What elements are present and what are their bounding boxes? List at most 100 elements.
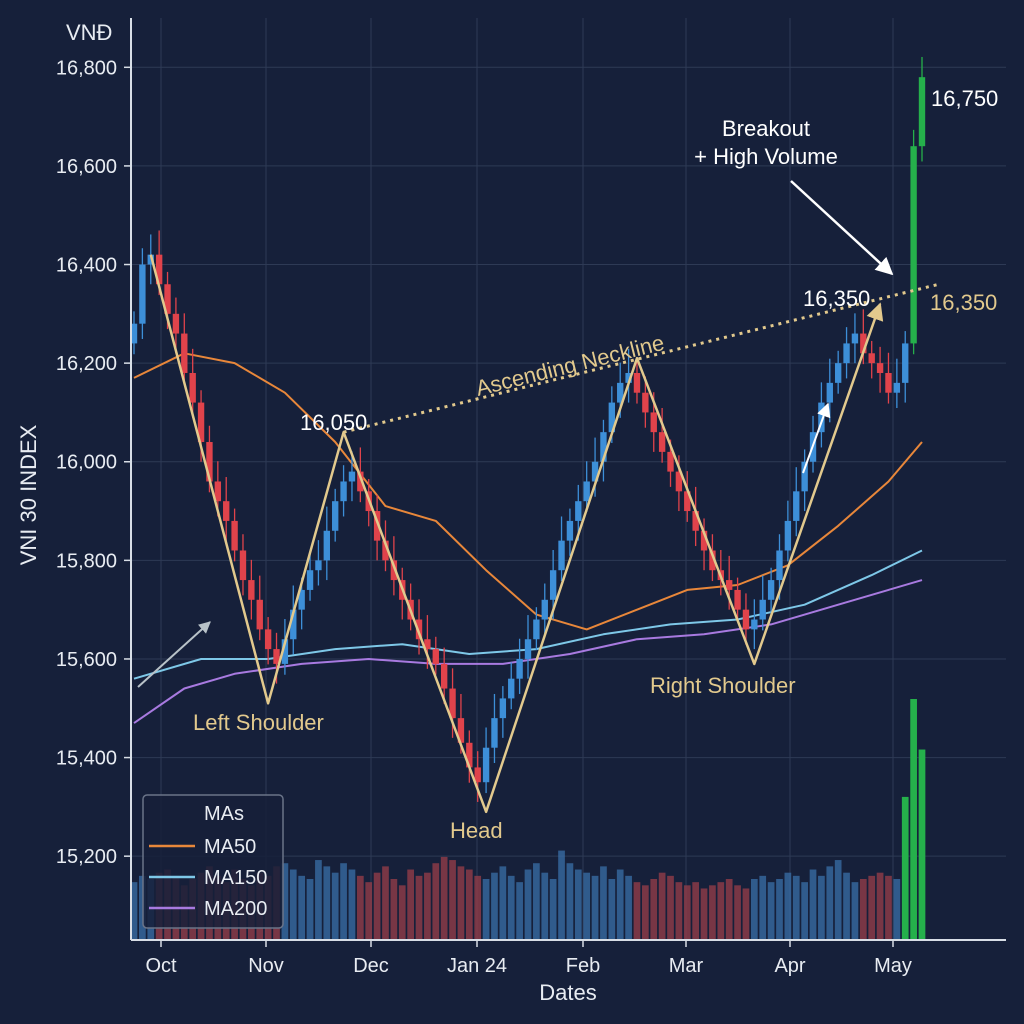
- volume-bar: [734, 885, 741, 939]
- x-tick-label-5: Mar: [669, 955, 704, 977]
- x-tick-label-1: Nov: [248, 955, 284, 977]
- candle-body: [264, 629, 272, 650]
- volume-bar: [667, 875, 674, 939]
- candle-body: [734, 589, 741, 610]
- volume-bar: [356, 875, 364, 939]
- candle-body: [700, 530, 708, 551]
- candle-body: [206, 442, 213, 482]
- volume-bar: [591, 875, 599, 939]
- candle-body: [298, 589, 305, 610]
- volume-bar: [642, 885, 649, 939]
- candle-body: [214, 481, 222, 502]
- volume-bar: [809, 869, 817, 939]
- volume-bar: [608, 879, 616, 939]
- x-tick-label-6: Apr: [774, 955, 805, 977]
- candle-body: [675, 471, 683, 492]
- volume-bar: [507, 875, 515, 939]
- volume-bar: [683, 885, 691, 939]
- candle-body: [499, 698, 507, 719]
- volume-bar: [910, 699, 917, 939]
- volume-bar: [348, 869, 356, 939]
- candle-body: [834, 363, 842, 383]
- candle-body: [617, 382, 624, 403]
- candle-body: [759, 599, 766, 620]
- candle-body: [826, 382, 833, 403]
- volume-bar: [826, 866, 834, 939]
- x-tick-label-3: Jan 24: [447, 955, 507, 977]
- volume-bar: [776, 879, 783, 939]
- volume-bar: [365, 882, 373, 939]
- candle-body: [868, 353, 875, 364]
- volume-bar: [600, 866, 607, 939]
- legend-box: [142, 794, 284, 929]
- candle-body: [281, 639, 289, 664]
- volume-bar: [549, 879, 557, 939]
- volume-bar: [901, 796, 909, 939]
- candle-body: [290, 609, 297, 640]
- y-tick-label-1: 15,400: [56, 748, 117, 770]
- volume-bar: [893, 879, 901, 939]
- legend-label-ma150: MA150: [204, 867, 267, 889]
- candle-body: [155, 254, 163, 285]
- breakout-label-line1: Breakout: [722, 116, 810, 141]
- volume-bar: [457, 866, 465, 939]
- volume-bar: [440, 856, 448, 939]
- breakout-label-line2: + High Volume: [694, 144, 838, 169]
- volume-bar: [792, 875, 800, 939]
- volume-bar: [574, 869, 582, 939]
- volume-bar: [398, 885, 406, 939]
- volume-bar: [340, 863, 347, 939]
- candle-body: [340, 481, 347, 502]
- volume-bar: [834, 860, 842, 939]
- volume-bar: [331, 872, 339, 939]
- volume-bar: [424, 872, 431, 939]
- candle-body: [625, 372, 632, 383]
- candle-body: [650, 412, 657, 433]
- candle-body: [684, 491, 691, 512]
- candle-body: [549, 570, 557, 600]
- y-tick-label-0: 15,200: [56, 846, 117, 868]
- volume-bar: [415, 875, 423, 939]
- legend-title: MAs: [204, 803, 244, 825]
- candle-body: [474, 767, 481, 783]
- candle-body: [373, 511, 381, 541]
- volume-bar: [583, 872, 591, 939]
- legend: MAs MA50 MA150 MA200: [142, 794, 284, 929]
- volume-bar: [541, 872, 549, 939]
- volume-bar: [373, 872, 381, 939]
- left-peak-label: 16,050: [300, 410, 367, 435]
- breakout-arrow: [790, 180, 894, 276]
- x-tick-label-7: May: [874, 955, 912, 977]
- candle-body: [440, 663, 448, 689]
- volume-bar: [876, 872, 884, 939]
- volume-bar: [868, 875, 876, 939]
- y-tick-label-2: 15,600: [56, 649, 117, 671]
- volume-bar: [650, 879, 658, 939]
- candle-body: [457, 718, 465, 743]
- x-tick-label-4: Feb: [566, 955, 600, 977]
- volume-bar: [130, 882, 138, 939]
- volume-bar: [616, 869, 624, 939]
- candle-body: [273, 649, 280, 664]
- candle-body: [851, 333, 859, 344]
- candle-body: [860, 333, 867, 354]
- volume-bar: [784, 872, 792, 939]
- right-shoulder-label: Right Shoulder: [650, 673, 796, 698]
- candle-body: [608, 402, 616, 433]
- volume-bar: [700, 888, 708, 939]
- candle-body: [918, 77, 926, 147]
- x-axis-title: Dates: [539, 980, 596, 1005]
- volume-bar: [692, 882, 700, 939]
- volume-bar: [533, 863, 540, 939]
- candle-body: [390, 560, 398, 581]
- left-shoulder-label: Left Shoulder: [193, 710, 324, 735]
- volume-bar: [516, 882, 523, 939]
- candle-body: [633, 372, 641, 393]
- candle-body: [642, 392, 649, 413]
- candle-body: [533, 619, 540, 640]
- volume-bar: [289, 869, 297, 939]
- candle-body: [910, 146, 917, 344]
- y-tick-label-7: 16,600: [56, 156, 117, 178]
- candle-body: [885, 372, 892, 393]
- volume-bar: [759, 875, 767, 939]
